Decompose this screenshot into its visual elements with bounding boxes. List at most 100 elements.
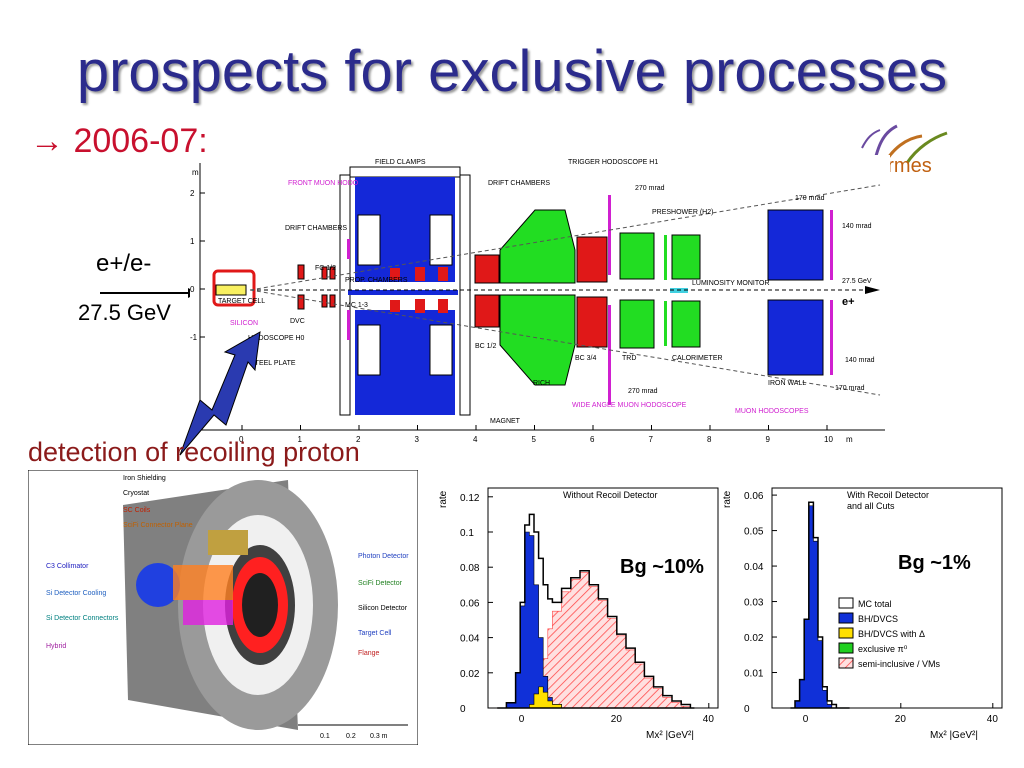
label-target-cell: TARGET CELL <box>218 298 265 305</box>
x-tick-label: 5 <box>532 435 537 444</box>
label-flange: Flange <box>358 650 380 657</box>
x-tick-label: 8 <box>707 435 712 444</box>
label-muon-hodoscopes: MUON HODOSCOPES <box>735 408 809 415</box>
beam-energy: 27.5 GeV <box>78 300 171 325</box>
y-tick-label: 0 <box>460 704 466 715</box>
label-si-cooling: Si Detector Cooling <box>46 590 106 597</box>
label-wide-angle: WIDE ANGLE MUON HODOSCOPE <box>572 402 687 409</box>
y-tick-label: -1 <box>190 333 198 342</box>
legend-entry: BH/DVCS with Δ <box>858 629 925 639</box>
legend-swatch <box>838 612 854 624</box>
x-tick-label: 2 <box>356 435 361 444</box>
label-energy-tag: 27.5 GeV <box>842 278 872 285</box>
x-tick-label: 0 <box>239 435 244 444</box>
svg-text:0.2: 0.2 <box>346 733 356 740</box>
x-tick-label: 7 <box>649 435 654 444</box>
label-scifi-detector: SciFi Detector <box>358 580 403 587</box>
page-title: prospects for exclusive processes <box>76 39 948 104</box>
y-tick-label: 0.05 <box>744 527 764 538</box>
detection-label: detection of recoiling proton <box>28 437 360 467</box>
x-tick-label: 9 <box>766 435 771 444</box>
legend-swatch <box>838 657 854 669</box>
label-front-muon: FRONT MUON HODO <box>288 180 359 187</box>
label-silicon: SILICON <box>230 320 258 327</box>
iron-wall <box>767 209 824 376</box>
legend-entry: BH/DVCS <box>858 614 898 624</box>
label-mc: MC 1-3 <box>345 302 368 309</box>
legend-swatch <box>838 642 854 654</box>
label-trigger-hodoscope: TRIGGER HODOSCOPE H1 <box>568 159 658 166</box>
lightning-arrow-icon <box>179 331 261 456</box>
legend-swatch <box>838 597 854 609</box>
y-tick-label: 0 <box>744 704 750 715</box>
label-hybrid: Hybrid <box>46 643 66 650</box>
label-e-plus: e+ <box>842 296 855 308</box>
trd <box>619 232 655 349</box>
label-bc34: BC 3/4 <box>575 355 597 362</box>
label-270mrad-bot: 270 mrad <box>628 388 658 395</box>
y-tick-label: 0.12 <box>460 493 480 504</box>
bc12 <box>474 254 500 328</box>
x-tick-label: 0 <box>803 714 809 725</box>
y-tick-label: 2 <box>190 189 195 198</box>
calorimeter <box>671 234 701 348</box>
y-tick-label: 0.04 <box>744 562 764 573</box>
chart-title: With Recoil Detector and all Cuts <box>847 490 929 511</box>
x-tick-label: 0 <box>519 714 525 725</box>
label-target-cell-recoil: Target Cell <box>358 630 392 637</box>
label-cryostat: Cryostat <box>123 490 149 497</box>
label-iron-shielding: Iron Shielding <box>123 475 166 482</box>
recoil-scale: 0.1 0.2 0.3 m <box>298 724 408 740</box>
y-tick-label: 0.04 <box>460 634 480 645</box>
x-tick-label: 20 <box>895 714 907 725</box>
label-drift-chambers: DRIFT CHAMBERS <box>488 180 550 187</box>
x-axis-label: Mx² |GeV²| <box>930 730 978 741</box>
y-tick-label: 0.06 <box>744 491 764 502</box>
label-c3-collimator: C3 Collimator <box>46 563 89 570</box>
label-steel-plate: STEEL PLATE <box>250 360 296 367</box>
y-tick-label: 0.02 <box>744 633 764 644</box>
label-luminosity: LUMINOSITY MONITOR <box>692 280 770 287</box>
label-170mrad-bot: 170 mrad <box>835 385 865 392</box>
bc34 <box>576 236 608 348</box>
label-drift-chambers-left: DRIFT CHAMBERS <box>285 225 347 232</box>
magnet-yoke <box>339 166 471 416</box>
label-sc-coils: SC Coils <box>123 507 151 514</box>
legend-entry: exclusive π⁰ <box>858 644 908 654</box>
chart-with-recoil: With Recoil Detector and all Cuts 0 0.01 0.0… <box>722 487 1003 741</box>
beam-particles: e+/e- <box>96 250 152 277</box>
label-rich: RICH <box>533 380 550 387</box>
y-tick-label: 0.08 <box>460 563 480 574</box>
x-axis-label: Mx² |GeV²| <box>646 730 694 741</box>
label-photon-detector: Photon Detector <box>358 553 409 560</box>
y-tick-label: 0.02 <box>460 669 480 680</box>
x-tick-label: 3 <box>415 435 420 444</box>
subtitle: → 2006-07: <box>30 122 208 160</box>
label-bc12: BC 1/2 <box>475 343 497 350</box>
chart-title: Without Recoil Detector <box>563 490 658 500</box>
legend-entry: semi-inclusive / VMs <box>858 659 941 669</box>
y-axis-label: rate <box>438 490 449 508</box>
beam-arrow-icon <box>100 288 198 298</box>
y-tick-label: 1 <box>190 237 195 246</box>
rich <box>499 209 576 284</box>
series-mc-total <box>790 501 850 709</box>
x-axis-unit: m <box>846 435 853 444</box>
y-axis-label: rate <box>722 490 733 508</box>
chambers-left <box>297 239 448 340</box>
x-tick-label: 1 <box>298 435 303 444</box>
x-tick-label: 40 <box>987 714 999 725</box>
y-tick-label: 0.1 <box>460 528 474 539</box>
series-mc-total <box>497 513 695 709</box>
label-iron-wall: IRON WALL <box>768 380 806 387</box>
label-dvc: DVC <box>290 318 305 325</box>
y-tick-label: 0.03 <box>744 598 764 609</box>
x-tick-label: 40 <box>703 714 715 725</box>
bg-annotation-1: Bg ~10% <box>620 556 704 578</box>
x-tick-label: 6 <box>590 435 595 444</box>
label-fc: FC 1/2 <box>315 265 336 272</box>
legend-swatch <box>838 627 854 639</box>
x-tick-label: 10 <box>824 435 833 444</box>
